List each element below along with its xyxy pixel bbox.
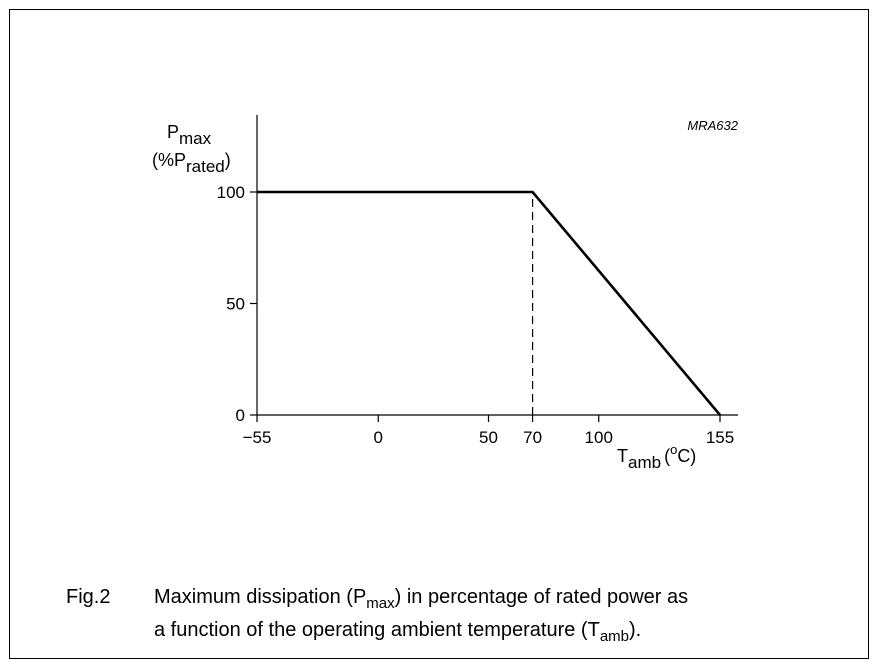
x-tick-label: 70	[523, 428, 542, 447]
caption-line1-a: Maximum dissipation (P	[154, 586, 367, 608]
y-axis-unit: (%Prated)	[152, 150, 231, 176]
caption-line2-b: ).	[629, 619, 642, 641]
x-axis-label: Tamb (oC)	[617, 442, 696, 472]
y-tick-label: 100	[217, 183, 245, 202]
chart-code: MRA632	[687, 118, 738, 133]
derating-curve	[257, 190, 721, 416]
y-tick-label: 0	[236, 406, 245, 425]
y-axis-label: Pmax	[167, 122, 212, 148]
caption-text: Maximum dissipation (Pmax) in percentage…	[154, 584, 844, 650]
caption-line1-b: ) in percentage of rated power as	[394, 586, 689, 608]
caption-line2-a: a function of the operating ambient temp…	[154, 619, 600, 641]
x-tick-label: 100	[585, 428, 613, 447]
caption-line1-sub: max	[366, 595, 395, 612]
x-tick-label: 0	[374, 428, 383, 447]
x-tick-label: −55	[243, 428, 272, 447]
x-tick-label: 155	[706, 428, 734, 447]
figure-number: Fig.2	[66, 586, 111, 608]
ticks: 0 50 100 −55 0 50 70 100 155	[217, 183, 735, 447]
figure-frame	[9, 9, 869, 659]
axes	[256, 115, 738, 416]
y-tick-label: 50	[226, 295, 245, 314]
caption-line2-sub: amb	[599, 628, 629, 645]
marks	[257, 190, 721, 416]
x-tick-label: 50	[479, 428, 498, 447]
